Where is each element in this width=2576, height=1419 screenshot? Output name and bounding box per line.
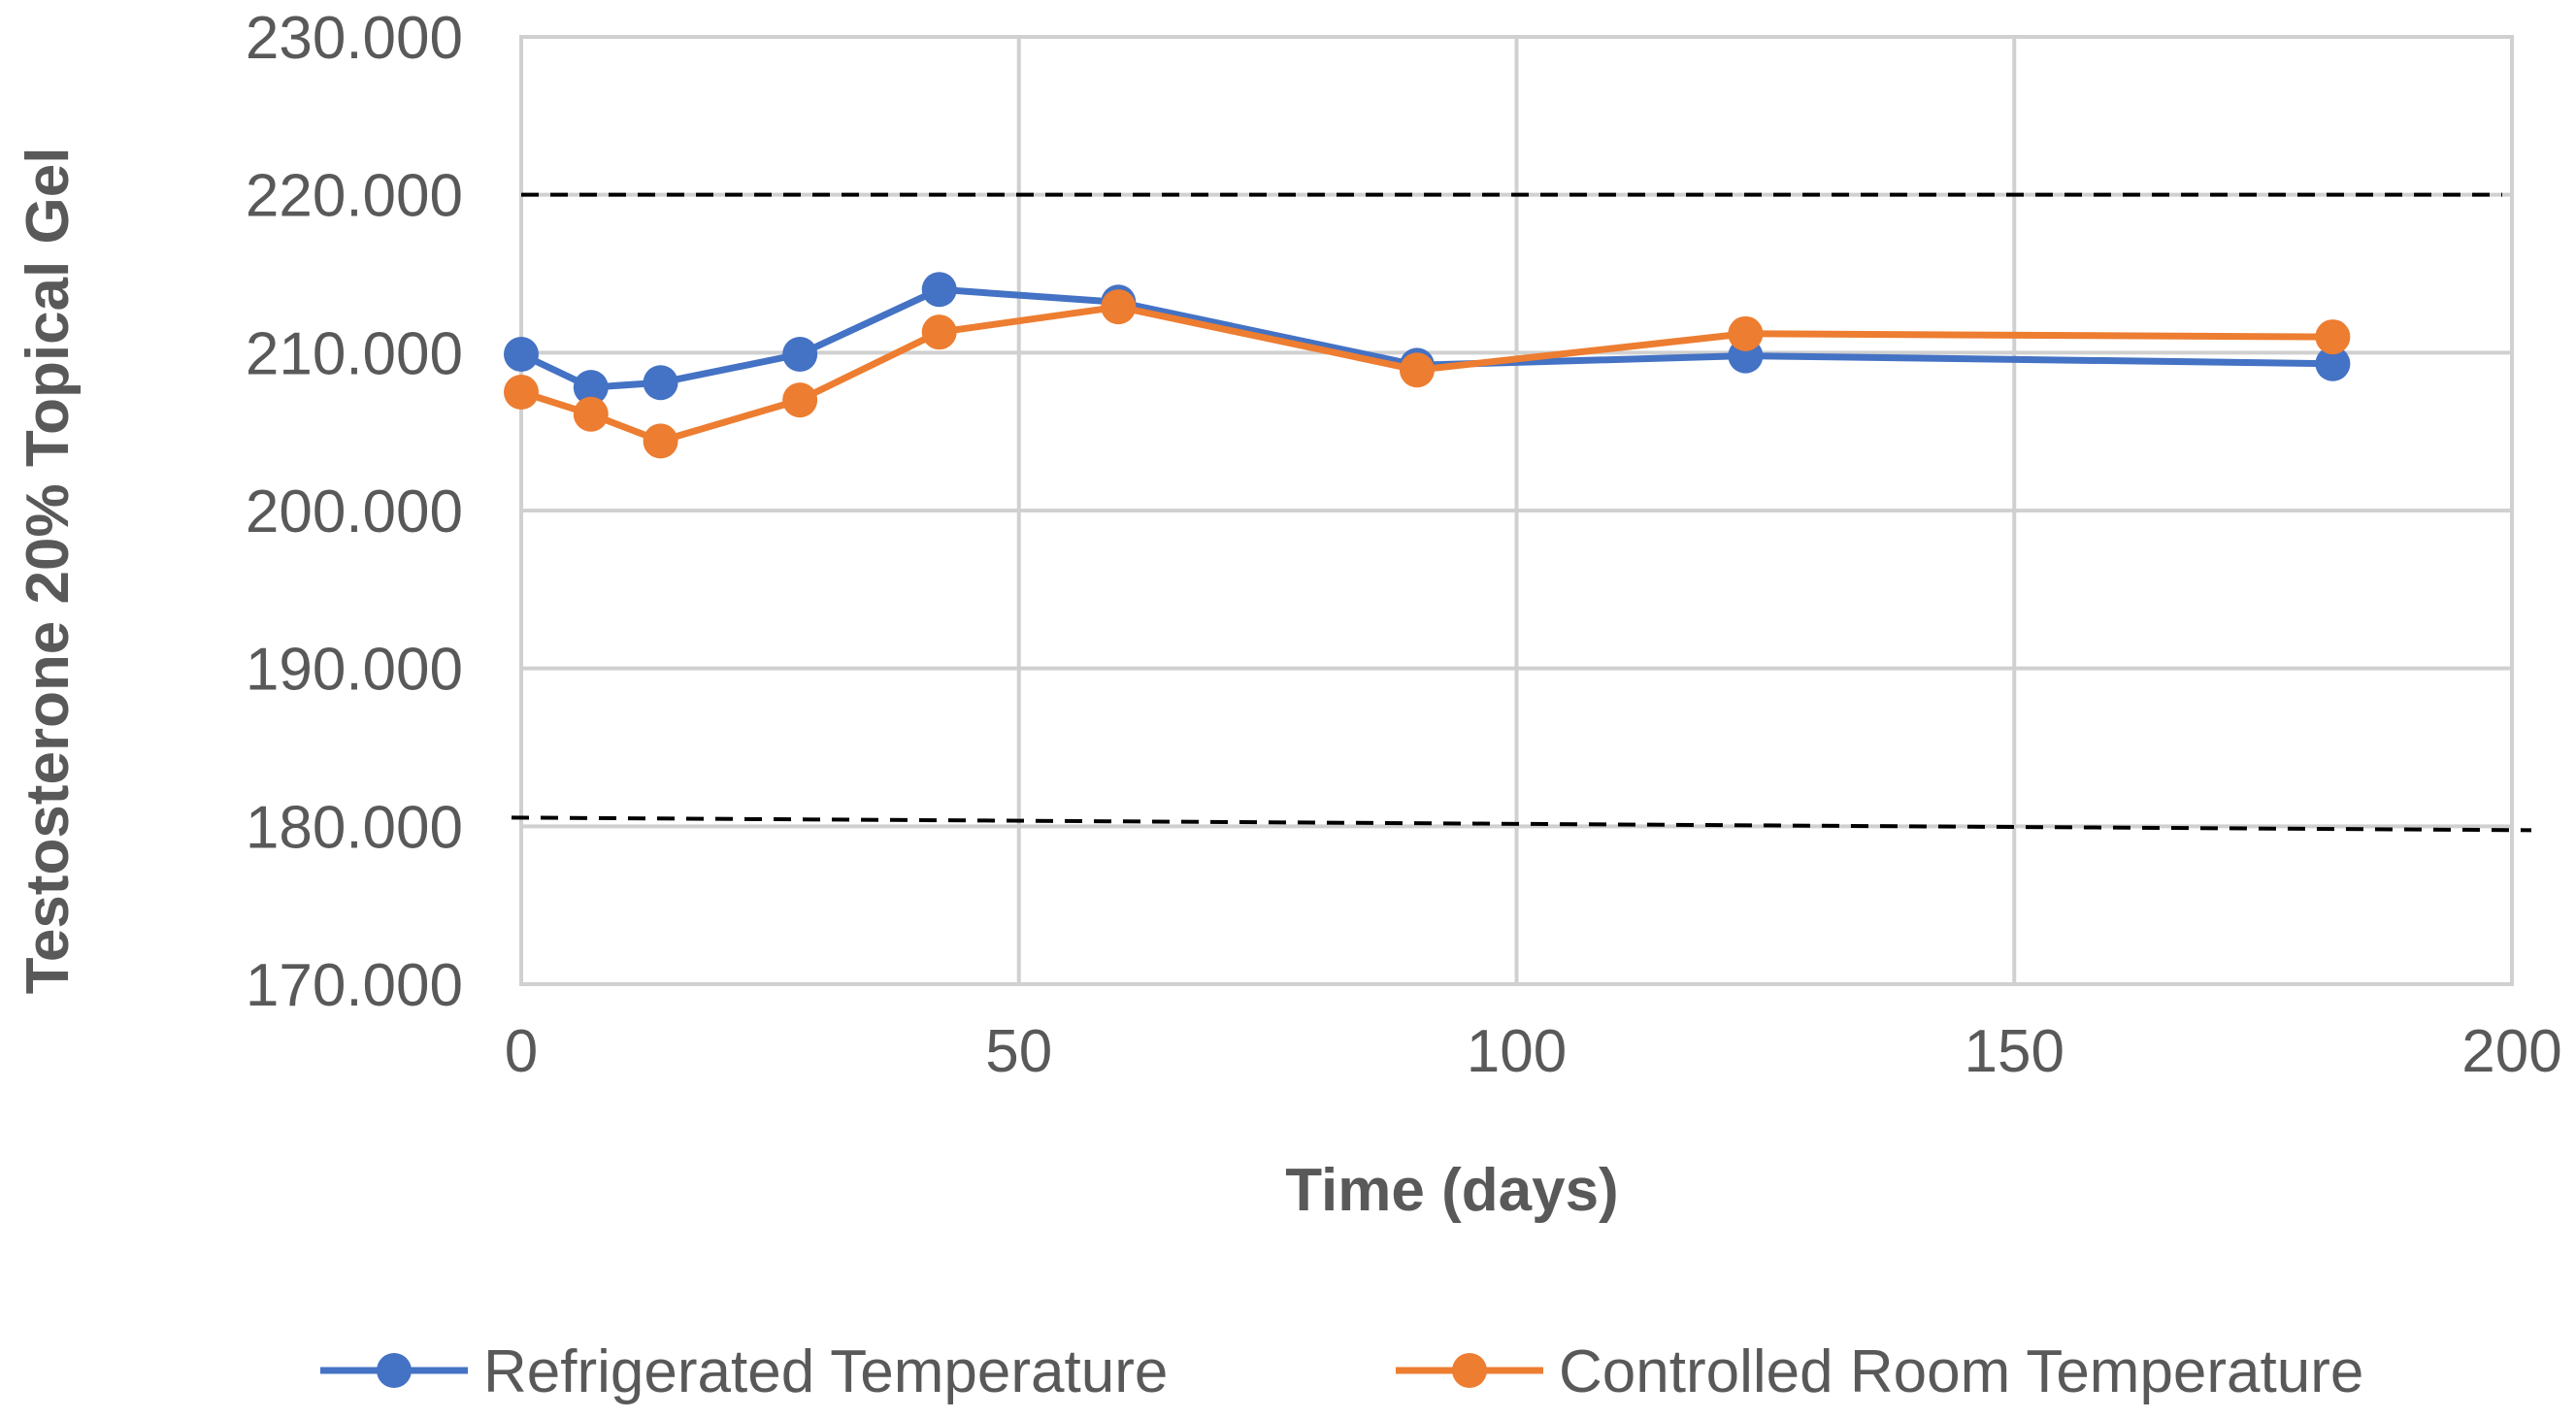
x-tick-label: 50: [985, 1018, 1052, 1085]
y-tick-label: 180.000: [246, 794, 463, 861]
x-tick-label: 100: [1467, 1018, 1567, 1085]
data-point: [1101, 289, 1137, 325]
y-tick-label: 200.000: [246, 478, 463, 545]
data-point: [782, 382, 818, 418]
x-tick-label: 200: [2461, 1018, 2561, 1085]
data-point: [504, 375, 539, 410]
x-tick-label: 150: [1965, 1018, 2064, 1085]
series-layer: [504, 272, 2351, 459]
legend: Refrigerated Temperature Controlled Room …: [320, 1338, 2363, 1405]
legend-label: Refrigerated Temperature: [483, 1338, 1168, 1405]
data-point: [1728, 315, 1764, 351]
y-tick-label: 220.000: [246, 163, 463, 230]
x-tick-label: 0: [505, 1018, 538, 1085]
y-tick-label: 210.000: [246, 320, 463, 387]
data-point: [921, 272, 957, 308]
data-point: [643, 365, 678, 401]
data-point: [782, 336, 818, 372]
legend-label: Controlled Room Temperature: [1559, 1338, 2363, 1405]
lower-limit-line: [511, 815, 2532, 833]
data-point: [573, 370, 609, 406]
x-axis-title: Time (days): [1285, 1157, 1618, 1224]
tick-labels: 170.000 180.000 190.000 200.000 210.000 220.0…: [246, 5, 2562, 1085]
reference-lines: [511, 192, 2532, 833]
data-point: [2315, 319, 2351, 355]
data-point: [573, 396, 609, 432]
legend-item: Refrigerated Temperature: [320, 1338, 1168, 1405]
y-tick-label: 230.000: [246, 5, 463, 72]
y-axis-title: Testosterone 20% Topical Gel: [15, 148, 82, 995]
data-point: [504, 336, 539, 372]
y-tick-label: 190.000: [246, 637, 463, 704]
data-point: [1399, 352, 1435, 388]
legend-marker: [377, 1353, 412, 1388]
grid-layer: [519, 35, 2514, 986]
data-point: [921, 314, 957, 350]
data-point: [2315, 346, 2351, 381]
y-tick-label: 170.000: [246, 952, 463, 1019]
legend-item: Controlled Room Temperature: [1396, 1338, 2363, 1405]
legend-marker: [1452, 1353, 1487, 1388]
data-point: [643, 423, 678, 459]
